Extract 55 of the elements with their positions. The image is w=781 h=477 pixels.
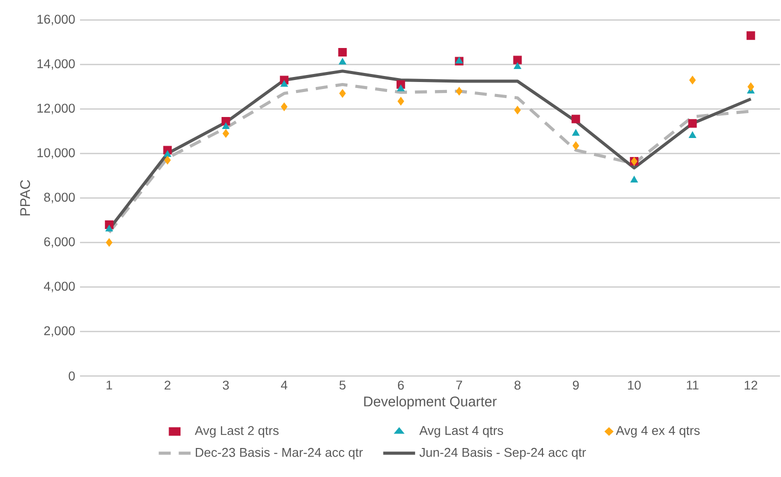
y-tick-label: 12,000 <box>38 104 75 114</box>
y-tick-label: 6,000 <box>44 237 75 248</box>
y-tick-label: 16,000 <box>38 14 75 26</box>
point <box>397 84 405 92</box>
point <box>513 56 522 64</box>
point <box>748 82 754 92</box>
point <box>280 80 288 87</box>
point <box>514 106 521 114</box>
x-tick-label: 11 <box>686 380 698 390</box>
point <box>222 122 230 130</box>
point <box>398 96 404 106</box>
point <box>164 150 172 157</box>
legend-label: Dec-23 Basis - Mar-24 acc qtr <box>196 448 363 460</box>
x-tick-label: 5 <box>339 380 346 390</box>
point <box>572 114 580 124</box>
legend-label: Avg 4 ex 4 qtrs <box>616 426 700 438</box>
point <box>572 129 580 136</box>
point <box>689 76 696 84</box>
legend-label: Avg Last 2 qtrs <box>194 426 279 438</box>
point <box>105 224 113 232</box>
point <box>339 89 346 98</box>
point <box>514 62 522 69</box>
x-tick-label: 1 <box>106 380 112 390</box>
point <box>456 86 462 96</box>
y-tick-label: 0 <box>68 372 75 380</box>
x-tick-label: 6 <box>398 380 404 390</box>
point <box>222 116 230 126</box>
x-tick-label: 2 <box>164 380 170 390</box>
x-tick-label: 10 <box>628 380 641 390</box>
x-tick-label: 8 <box>514 380 520 390</box>
x-tick-label: 7 <box>456 380 462 390</box>
point <box>338 48 347 57</box>
x-tick-label: 3 <box>222 380 229 390</box>
point <box>630 176 638 182</box>
y-tick-label: 4,000 <box>44 282 75 292</box>
y-tick-label: 10,000 <box>38 148 75 159</box>
point <box>164 156 171 164</box>
x-tick-label: 4 <box>280 380 288 390</box>
x-axis-title: Development Quarter <box>364 396 497 410</box>
point <box>688 131 696 138</box>
y-tick-label: 8,000 <box>44 192 75 204</box>
point <box>688 119 697 128</box>
legend-label: Avg Last 4 qtrs <box>419 426 504 438</box>
point <box>572 141 580 150</box>
legend-label: Jun-24 Basis - Sep-24 acc qtr <box>419 448 586 460</box>
x-tick-label: 9 <box>572 380 579 390</box>
y-tick-label: 14,000 <box>38 59 75 70</box>
point <box>222 129 230 138</box>
x-tick-label: 12 <box>744 380 758 390</box>
y-tick-label: 2,000 <box>44 326 75 337</box>
y-axis-title: PPAC <box>20 180 30 216</box>
point <box>746 31 756 40</box>
point <box>280 102 288 112</box>
point <box>338 58 346 65</box>
point <box>106 238 112 247</box>
